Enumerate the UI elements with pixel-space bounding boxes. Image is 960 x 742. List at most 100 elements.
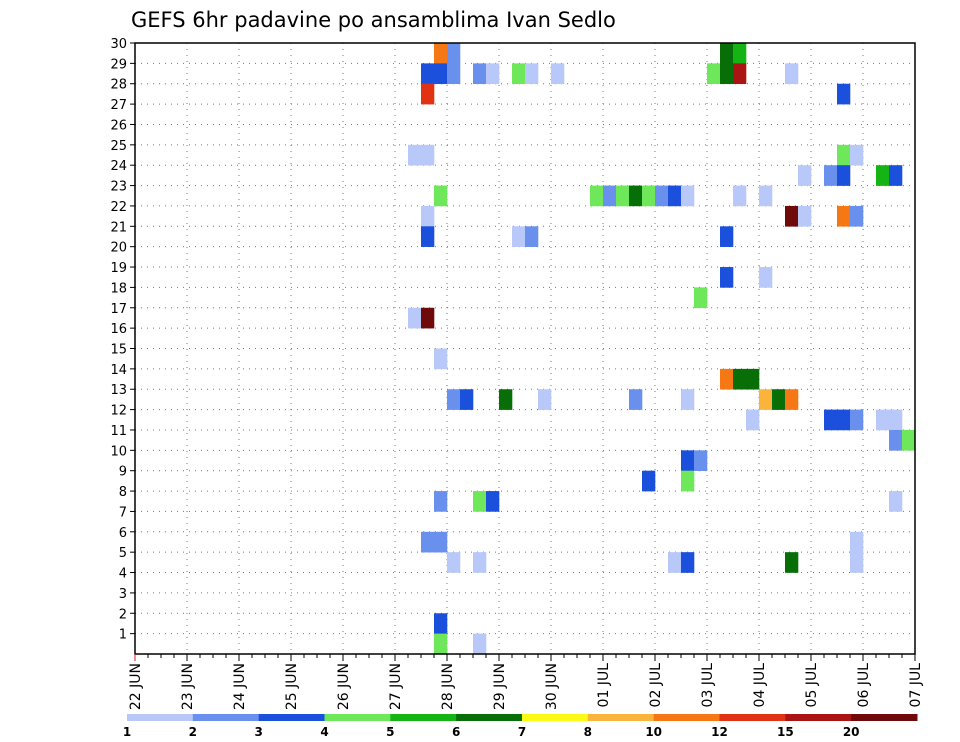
heatmap-cell	[421, 205, 435, 227]
heatmap-cell	[460, 389, 474, 410]
heatmap-cell	[850, 552, 864, 573]
heatmap-cell	[772, 389, 786, 410]
heatmap-cell	[473, 491, 487, 512]
colorbar-label: 2	[189, 725, 197, 739]
x-axis: 22 JUN 23 JUN 24 JUN 25 JUN 26 JUN 27 JUN 28 J…	[128, 654, 924, 710]
y-tick-label: 29	[110, 57, 127, 72]
heatmap-cell	[616, 185, 630, 207]
heatmap-cell	[655, 185, 669, 207]
heatmap-cell	[876, 165, 890, 186]
y-tick-label: 3	[119, 587, 127, 602]
heatmap-cell	[837, 144, 851, 166]
colorbar-label: 12	[711, 725, 728, 739]
y-tick-label: 11	[110, 424, 127, 439]
heatmap-cell	[681, 389, 695, 410]
heatmap-cell	[421, 63, 435, 85]
colorbar-segment	[719, 714, 786, 721]
heatmap-cell	[525, 63, 539, 85]
colorbar-label: 15	[777, 725, 794, 739]
colorbar-label: 3	[254, 725, 262, 739]
heatmap-cell	[694, 287, 708, 309]
y-tick-label: 4	[119, 567, 127, 582]
heatmap-cell	[889, 165, 903, 186]
heatmap-cell	[486, 491, 500, 512]
colorbar-segment	[653, 714, 720, 721]
y-axis: 1234567891011121314151617181920212223242…	[110, 37, 135, 643]
heatmap-cell	[733, 368, 747, 390]
colorbar-label: 10	[645, 725, 662, 739]
heatmap-cell	[434, 633, 448, 655]
heatmap-cell	[850, 531, 864, 553]
heatmap-cell	[408, 144, 422, 166]
heatmap-cell	[720, 267, 734, 288]
x-tick-label: 27 JUN	[388, 663, 404, 710]
x-tick-label: 30 JUN	[544, 663, 560, 710]
heatmap-cell	[551, 63, 565, 85]
x-tick-label: 24 JUN	[232, 663, 248, 710]
colorbar-label: 5	[386, 725, 394, 739]
heatmap-cell	[733, 63, 747, 85]
x-tick-label: 05 JUL	[804, 663, 820, 708]
heatmap-cell	[785, 63, 799, 85]
heatmap-cell	[837, 83, 851, 105]
heatmap-cell	[447, 389, 461, 410]
heatmap-cell	[785, 389, 799, 410]
heatmap-cell	[629, 185, 643, 207]
colorbar-label: 20	[843, 725, 860, 739]
heatmap-cell	[668, 185, 682, 207]
colorbar-segment	[258, 714, 325, 721]
y-tick-label: 21	[110, 220, 127, 235]
heatmap-cell	[902, 429, 916, 451]
heatmap-cell	[421, 226, 435, 247]
heatmap-cell	[447, 552, 461, 573]
y-tick-label: 8	[119, 485, 127, 500]
colorbar-label: 7	[518, 725, 526, 739]
heatmap-cell	[473, 633, 487, 655]
y-tick-label: 30	[110, 37, 127, 52]
heatmap-cell	[720, 63, 734, 85]
heatmap-cell	[590, 185, 604, 207]
heatmap-cell	[876, 409, 890, 431]
y-tick-label: 28	[110, 78, 127, 93]
heatmap-cell	[486, 63, 500, 85]
heatmap-cell	[837, 205, 851, 227]
heatmap-cell	[824, 165, 838, 186]
heatmap-cell	[785, 552, 799, 573]
heatmap-cell	[473, 552, 487, 573]
colorbar-label: 1	[123, 725, 131, 739]
heatmap-cell	[512, 226, 526, 247]
y-tick-label: 25	[110, 139, 127, 154]
colorbar-segment	[324, 714, 391, 721]
heatmap-cell	[707, 63, 721, 85]
heatmap-cell	[785, 205, 799, 227]
heatmap-cell	[720, 43, 734, 64]
heatmap-cell	[421, 144, 435, 166]
colorbar-label: 6	[452, 725, 460, 739]
heatmap-cell	[681, 185, 695, 207]
y-tick-label: 12	[110, 404, 127, 419]
data-cells	[408, 43, 916, 655]
y-tick-label: 22	[110, 200, 127, 215]
heatmap-cell	[759, 267, 773, 288]
heatmap-cell	[525, 226, 539, 247]
heatmap-cell	[434, 63, 448, 85]
heatmap-cell	[733, 43, 747, 64]
y-tick-label: 19	[110, 261, 127, 276]
heatmap-cell	[850, 205, 864, 227]
x-tick-label: 28 JUN	[440, 663, 456, 710]
y-tick-label: 27	[110, 98, 127, 113]
heatmap-cell	[837, 409, 851, 431]
colorbar-segment	[785, 714, 852, 721]
x-tick-label: 03 JUL	[700, 663, 716, 708]
y-tick-label: 1	[119, 628, 127, 643]
y-tick-label: 7	[119, 505, 127, 520]
heatmap-cell	[434, 348, 448, 370]
chart-title: GEFS 6hr padavine po ansamblima Ivan Sed…	[131, 8, 616, 32]
heatmap-cell	[837, 165, 851, 186]
y-tick-label: 9	[119, 465, 127, 480]
heatmap-cell	[434, 185, 448, 207]
heatmap-cell	[694, 450, 708, 471]
heatmap-cell	[759, 389, 773, 410]
heatmap-cell	[850, 409, 864, 431]
